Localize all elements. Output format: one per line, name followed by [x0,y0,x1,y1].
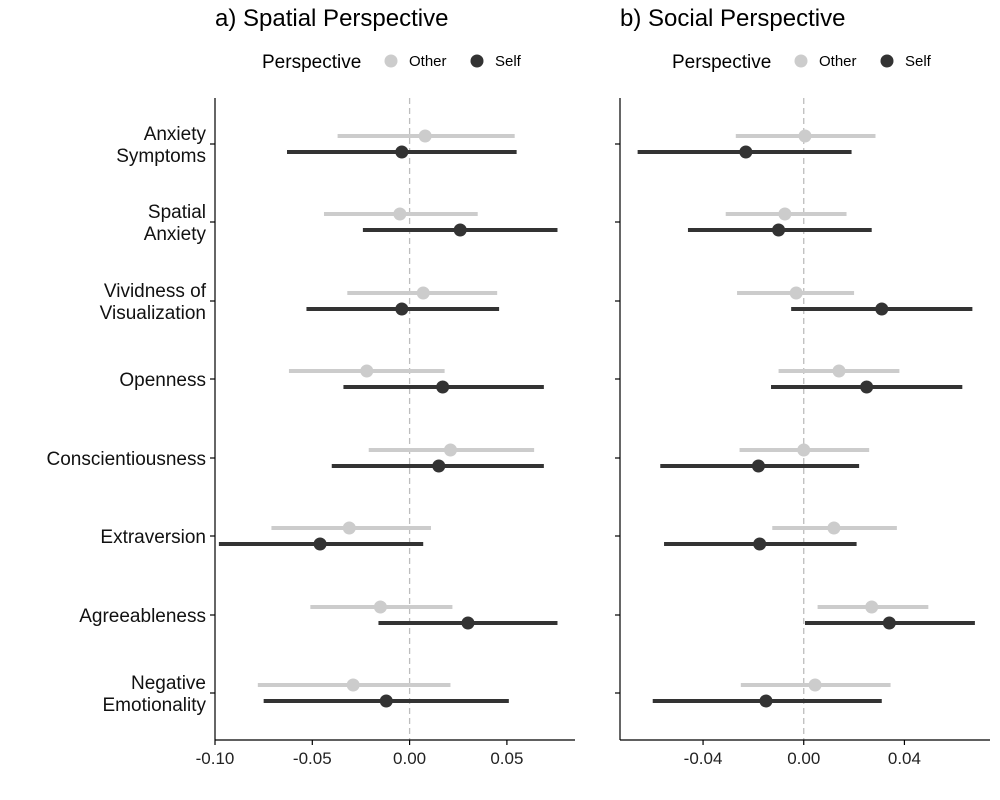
point-self-extraversion [753,537,767,551]
point-other-anxiety-symptoms [798,129,812,143]
legend-label-other: Other [819,53,857,70]
point-self-anxiety-symptoms [395,145,409,159]
series-other [257,129,535,692]
x-tick-label: 0.00 [393,749,426,768]
y-tick-label-conscientiousness: Conscientiousness [47,449,206,470]
chart-title: a) Spatial Perspective [215,5,448,32]
point-self-conscientiousness [432,459,446,473]
series-self [218,145,558,708]
point-self-anxiety-symptoms [739,145,753,159]
series-other [725,129,929,692]
point-self-agreeableness [882,616,896,630]
x-tick-label: 0.00 [787,749,820,768]
point-self-vividness-of-visualization [395,302,409,316]
point-other-agreeableness [373,600,387,614]
legend-marker-other [794,54,808,68]
x-tick-label: -0.04 [684,749,723,768]
legend-label-self: Self [905,53,932,70]
legend-marker-self [470,54,484,68]
y-tick-label-extraversion: Extraversion [100,527,206,548]
point-self-agreeableness [461,616,475,630]
point-self-spatial-anxiety [453,223,467,237]
point-other-extraversion [827,521,841,535]
series-self [637,145,975,708]
point-self-vividness-of-visualization [875,302,889,316]
point-other-negative-emotionality [346,678,360,692]
point-other-anxiety-symptoms [418,129,432,143]
chart-title: b) Social Perspective [620,5,845,32]
y-tick-label-anxiety-symptoms: Anxiety Symptoms [116,124,206,167]
legend-marker-other [384,54,398,68]
point-self-openness [436,380,450,394]
legend-title: Perspective [262,52,361,73]
x-tick-label: -0.05 [293,749,332,768]
point-other-negative-emotionality [808,678,822,692]
point-self-conscientiousness [751,459,765,473]
x-tick-label: -0.10 [196,749,235,768]
point-self-openness [860,380,874,394]
x-tick-label: 0.04 [888,749,921,768]
legend-marker-self [880,54,894,68]
panel-social-perspective: b) Social Perspective Perspective Other Sel… [615,5,990,768]
point-other-spatial-anxiety [778,207,792,221]
y-tick-label-spatial-anxiety: Spatial Anxiety [144,202,207,245]
y-tick-label-agreeableness: Agreeableness [79,606,206,627]
legend-label-self: Self [495,53,522,70]
point-other-spatial-anxiety [393,207,407,221]
y-tick-label-vividness-of-visualization: Vividness of Visualization [100,281,207,324]
y-tick-label-negative-emotionality: Negative Emotionality [103,673,207,716]
panel-spatial-perspective: a) Spatial Perspective Perspective Other Se… [47,5,575,768]
point-self-spatial-anxiety [772,223,786,237]
point-other-vividness-of-visualization [416,286,430,300]
point-other-openness [832,364,846,378]
point-other-agreeableness [865,600,879,614]
point-other-extraversion [342,521,356,535]
point-self-negative-emotionality [379,694,393,708]
legend-title: Perspective [672,52,771,73]
point-self-extraversion [313,537,327,551]
point-other-conscientiousness [797,443,811,457]
y-tick-label-openness: Openness [119,370,206,391]
point-other-vividness-of-visualization [789,286,803,300]
legend: Perspective Other Self [262,52,522,73]
legend: Perspective Other Self [672,52,932,73]
x-tick-label: 0.05 [490,749,523,768]
point-self-negative-emotionality [759,694,773,708]
legend-label-other: Other [409,53,447,70]
point-other-conscientiousness [443,443,457,457]
point-other-openness [360,364,374,378]
